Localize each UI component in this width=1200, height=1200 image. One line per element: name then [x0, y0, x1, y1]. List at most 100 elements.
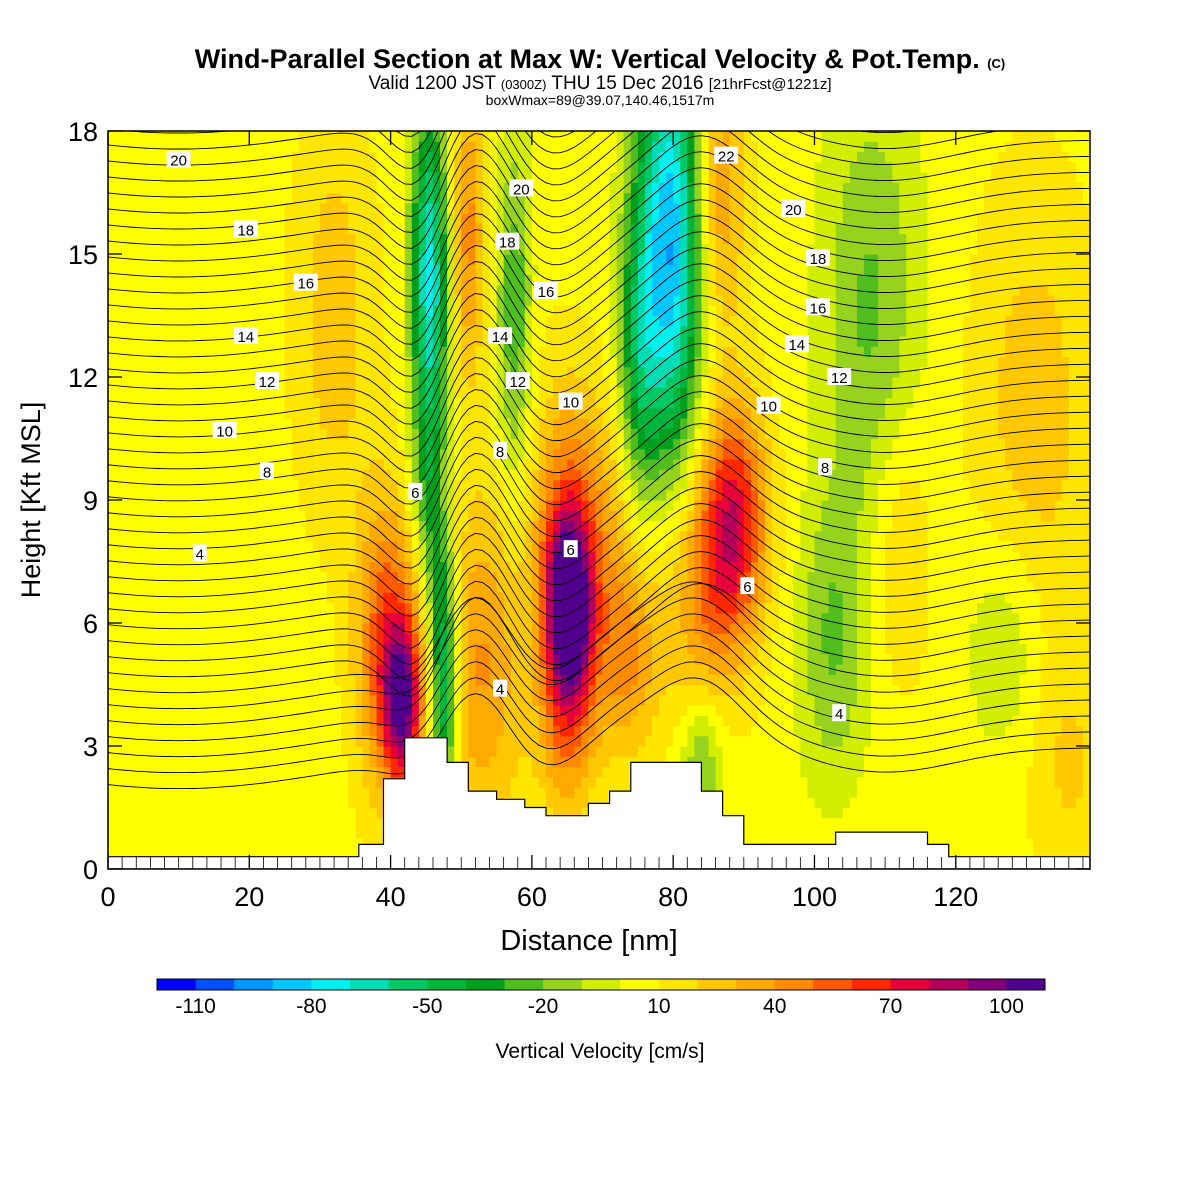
velocity-cell — [327, 582, 349, 593]
velocity-cell — [369, 787, 385, 798]
velocity-cell — [687, 397, 695, 409]
velocity-cell — [842, 653, 858, 665]
velocity-cell — [743, 520, 752, 532]
velocity-cell — [680, 213, 688, 224]
x-tick-label: 120 — [933, 882, 978, 912]
velocity-cell — [376, 182, 406, 194]
velocity-cell — [418, 520, 427, 532]
isentrope-label-box — [740, 577, 755, 595]
velocity-cell — [743, 202, 759, 214]
velocity-cell — [411, 438, 420, 450]
velocity-cell — [694, 469, 703, 481]
velocity-cell — [694, 233, 703, 245]
velocity-cell — [489, 377, 498, 388]
velocity-cell — [652, 161, 660, 173]
velocity-cell — [616, 397, 625, 409]
velocity-cell — [348, 223, 385, 235]
velocity-cell — [962, 387, 999, 399]
velocity-cell — [404, 561, 413, 573]
velocity-cell — [673, 418, 681, 429]
velocity-cell — [892, 500, 929, 511]
velocity-cell — [616, 305, 625, 317]
isentrope-line — [108, 263, 1090, 377]
velocity-cell — [969, 633, 1020, 645]
velocity-cell — [1068, 377, 1090, 388]
velocity-cell — [524, 459, 540, 470]
velocity-cell — [927, 315, 964, 327]
velocity-cell — [461, 315, 476, 327]
velocity-cell — [369, 571, 378, 583]
velocity-cell — [461, 202, 469, 214]
velocity-cell — [743, 623, 759, 634]
velocity-cell — [609, 530, 618, 542]
velocity-cell — [546, 479, 554, 491]
velocity-cell — [715, 479, 724, 491]
velocity-cell — [369, 746, 378, 757]
velocity-cell — [856, 674, 872, 686]
velocity-cell — [553, 428, 597, 440]
velocity-cell — [348, 418, 399, 429]
velocity-cell — [708, 141, 717, 153]
velocity-cell — [885, 407, 907, 419]
velocity-cell — [623, 356, 632, 368]
velocity-cell — [468, 510, 498, 522]
velocity-cell — [524, 325, 533, 337]
velocity-cell — [418, 623, 427, 634]
velocity-cell — [108, 746, 342, 757]
velocity-cell — [546, 787, 561, 798]
velocity-cell — [729, 315, 759, 327]
velocity-cell — [404, 387, 413, 399]
velocity-cell — [1019, 694, 1042, 706]
velocity-cell — [616, 510, 625, 522]
velocity-cell — [765, 459, 773, 470]
velocity-cell — [489, 407, 498, 419]
velocity-cell — [376, 664, 385, 675]
velocity-cell — [383, 715, 392, 727]
velocity-cell — [581, 469, 596, 481]
velocity-cell — [998, 428, 1070, 440]
velocity-cell — [630, 274, 639, 286]
velocity-cell — [496, 510, 512, 522]
velocity-cell — [355, 305, 385, 317]
velocity-cell — [418, 192, 427, 204]
velocity-cell — [856, 787, 1028, 798]
velocity-cell — [680, 623, 695, 634]
velocity-cell — [729, 202, 745, 214]
velocity-cell — [722, 428, 745, 440]
velocity-cell — [687, 377, 695, 388]
velocity-cell — [1026, 797, 1063, 809]
velocity-cell — [581, 735, 589, 747]
velocity-cell — [807, 284, 837, 296]
velocity-cell — [581, 715, 589, 727]
velocity-cell — [468, 582, 498, 593]
velocity-cell — [680, 264, 688, 276]
velocity-cell — [496, 151, 533, 163]
velocity-cell — [758, 571, 766, 583]
velocity-cell — [546, 459, 554, 470]
velocity-cell — [630, 715, 653, 727]
velocity-cell — [1012, 479, 1063, 491]
velocity-cell — [969, 305, 1013, 317]
velocity-cell — [595, 479, 611, 491]
velocity-cell — [743, 551, 752, 563]
velocity-cell — [652, 725, 674, 737]
velocity-cell — [418, 264, 427, 276]
velocity-cell — [743, 500, 752, 511]
velocity-cell — [694, 264, 703, 276]
velocity-cell — [440, 387, 448, 399]
velocity-cell — [595, 551, 604, 563]
velocity-cell — [475, 346, 491, 358]
velocity-cell — [369, 459, 385, 470]
velocity-cell — [362, 664, 370, 675]
velocity-cell — [842, 807, 1027, 819]
velocity-cell — [468, 715, 505, 727]
velocity-cell — [440, 520, 448, 532]
velocity-cell — [524, 336, 533, 347]
velocity-cell — [496, 418, 512, 429]
velocity-cell — [920, 366, 964, 378]
velocity-cell — [489, 387, 498, 399]
velocity-cell — [1033, 725, 1063, 737]
velocity-cell — [743, 233, 759, 245]
velocity-cell — [856, 551, 872, 563]
isentrope-label: 12 — [827, 368, 852, 387]
